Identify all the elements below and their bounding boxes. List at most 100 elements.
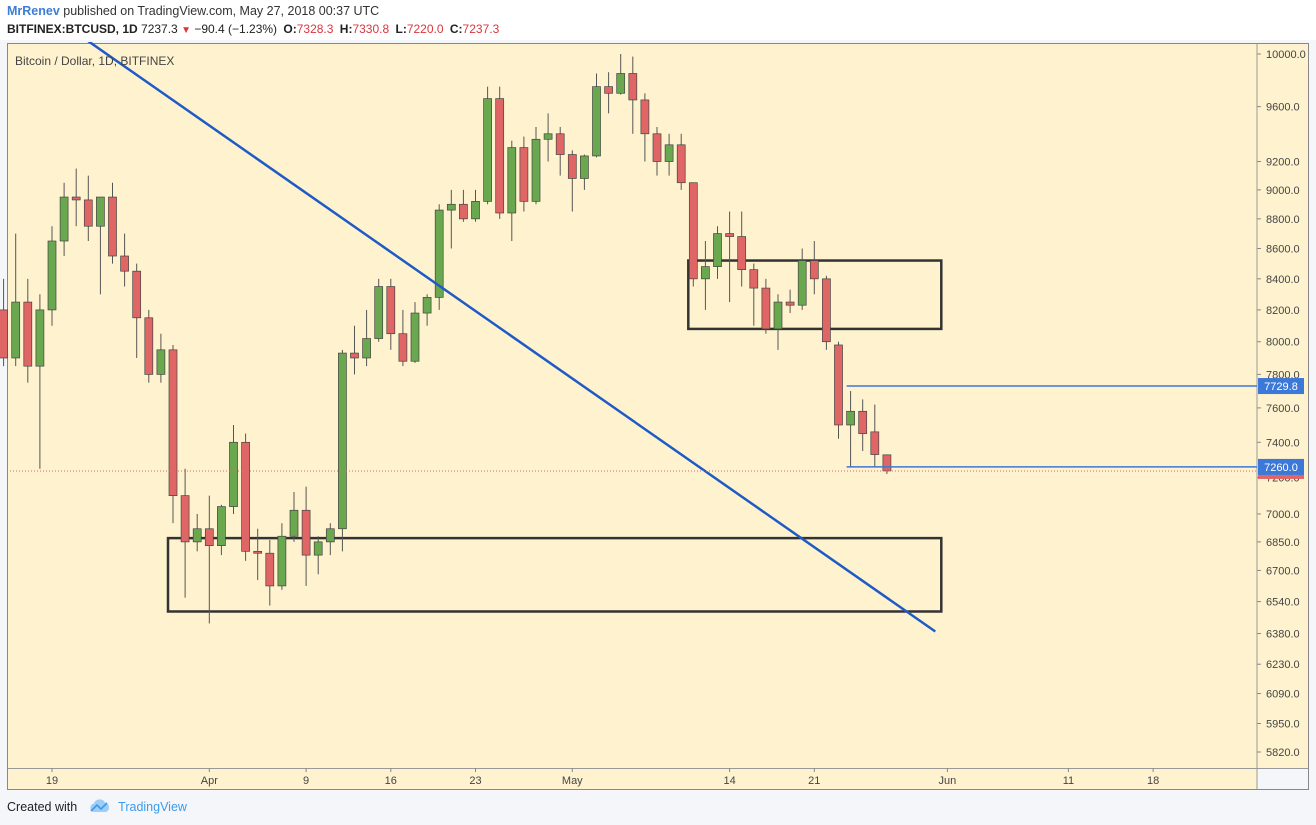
candle-down-body <box>168 349 178 496</box>
tradingview-link[interactable]: TradingView <box>118 799 187 814</box>
candle-down-body <box>241 441 250 552</box>
candle <box>217 504 226 556</box>
open-value: 7328.3 <box>296 22 334 36</box>
candle-down-body <box>604 86 613 94</box>
candle-up-body <box>192 528 202 543</box>
time-tick-label: 21 <box>808 775 820 787</box>
low-label: L: <box>395 22 407 36</box>
symbol-label: BITFINEX:BTCUSD, 1D <box>7 22 138 36</box>
candle <box>713 226 722 279</box>
candle-down-body <box>809 260 819 280</box>
time-tick-label: Apr <box>201 775 218 787</box>
chart-title: Bitcoin / Dollar, 1D, BITFINEX <box>15 54 174 68</box>
candle-up-body <box>713 233 722 267</box>
price-tick-label: 8600.0 <box>1266 243 1300 255</box>
candle-up-body <box>47 240 57 311</box>
candle <box>701 241 710 310</box>
level-badge-label: 7260.0 <box>1264 462 1298 474</box>
time-tick-label: Jun <box>939 775 957 787</box>
candle-down-body <box>725 233 734 237</box>
time-axis[interactable] <box>7 768 1257 790</box>
candle <box>797 248 807 310</box>
price-tick-label: 6380.0 <box>1266 629 1300 641</box>
price-axis[interactable] <box>1257 43 1309 768</box>
price-tick-label: 10000.0 <box>1266 49 1306 61</box>
candle <box>471 189 480 222</box>
candle <box>71 168 81 227</box>
candle <box>628 56 638 134</box>
candle <box>761 278 771 334</box>
candle <box>809 241 819 295</box>
down-triangle-icon: ▼ <box>181 25 191 36</box>
candle <box>555 126 565 176</box>
candle <box>156 333 166 383</box>
candle-up-body <box>580 155 589 179</box>
candle <box>47 226 57 326</box>
candle-up-body <box>434 209 444 298</box>
candle <box>265 539 275 606</box>
price-tick-label: 6700.0 <box>1266 565 1300 577</box>
candle-up-body <box>362 338 371 359</box>
candle-up-body <box>374 286 384 339</box>
candle <box>567 150 577 212</box>
candle-down-body <box>822 278 831 343</box>
candle-down-body <box>180 495 190 543</box>
candle-up-body <box>446 203 456 211</box>
plot-area[interactable] <box>7 43 1257 768</box>
high-label: H: <box>339 22 353 36</box>
candle <box>35 294 45 469</box>
price-chart[interactable]: 10000.0 9600.0 9200.0 9000.0 8800.0 8600.0 840… <box>0 42 1316 790</box>
candle <box>495 86 505 219</box>
candle-down-body <box>785 301 795 306</box>
level-badge <box>1258 458 1304 475</box>
candle-up-body <box>592 86 601 157</box>
candle <box>434 204 444 310</box>
candle <box>785 289 795 314</box>
price-tick-label: 9200.0 <box>1266 157 1300 169</box>
candle <box>652 126 662 176</box>
price-tick-label: 9600.0 <box>1266 102 1300 114</box>
candle-up-body <box>471 201 480 220</box>
price-tick-label: 6850.0 <box>1266 537 1300 549</box>
candle <box>120 233 129 287</box>
candle-down-body <box>495 98 505 214</box>
candle <box>229 424 238 514</box>
candle <box>144 309 154 383</box>
time-tick-label: 23 <box>469 775 481 787</box>
candle-down-body <box>519 147 529 202</box>
candle <box>531 126 541 205</box>
candle-down-body <box>870 431 880 455</box>
candle <box>362 309 371 367</box>
author-link[interactable]: MrRenev <box>7 4 60 18</box>
candle-down-body <box>204 528 214 546</box>
candle-down-body <box>640 99 650 135</box>
time-tick-label: May <box>562 775 583 787</box>
candle-down-body <box>350 352 359 359</box>
time-tick-label: 11 <box>1063 775 1074 787</box>
candle <box>253 528 263 581</box>
candle-up-body <box>289 509 299 537</box>
candle-up-body <box>616 73 626 94</box>
candle-down-body <box>834 344 843 426</box>
time-tick-label: 16 <box>385 775 397 787</box>
candle <box>737 211 747 287</box>
price-tick-label: 6540.0 <box>1266 597 1300 609</box>
candle <box>543 113 553 162</box>
level-badge-label: 7729.8 <box>1264 381 1298 393</box>
candle-down-body <box>652 133 662 162</box>
candle-up-body <box>543 133 553 140</box>
candle <box>422 294 432 326</box>
candle <box>664 133 674 176</box>
candle <box>83 175 93 242</box>
chart-header: MrRenev published on TradingView.com, Ma… <box>0 0 1316 40</box>
candle-down-body <box>132 270 142 319</box>
candle-up-body <box>664 144 674 162</box>
high-value: 7330.8 <box>352 22 390 36</box>
open-label: O: <box>283 22 297 36</box>
candle-down-body <box>567 154 577 179</box>
candle <box>241 433 250 561</box>
candle <box>676 133 686 190</box>
candle <box>688 182 698 287</box>
candle-up-body <box>410 312 420 362</box>
candle <box>580 154 589 190</box>
